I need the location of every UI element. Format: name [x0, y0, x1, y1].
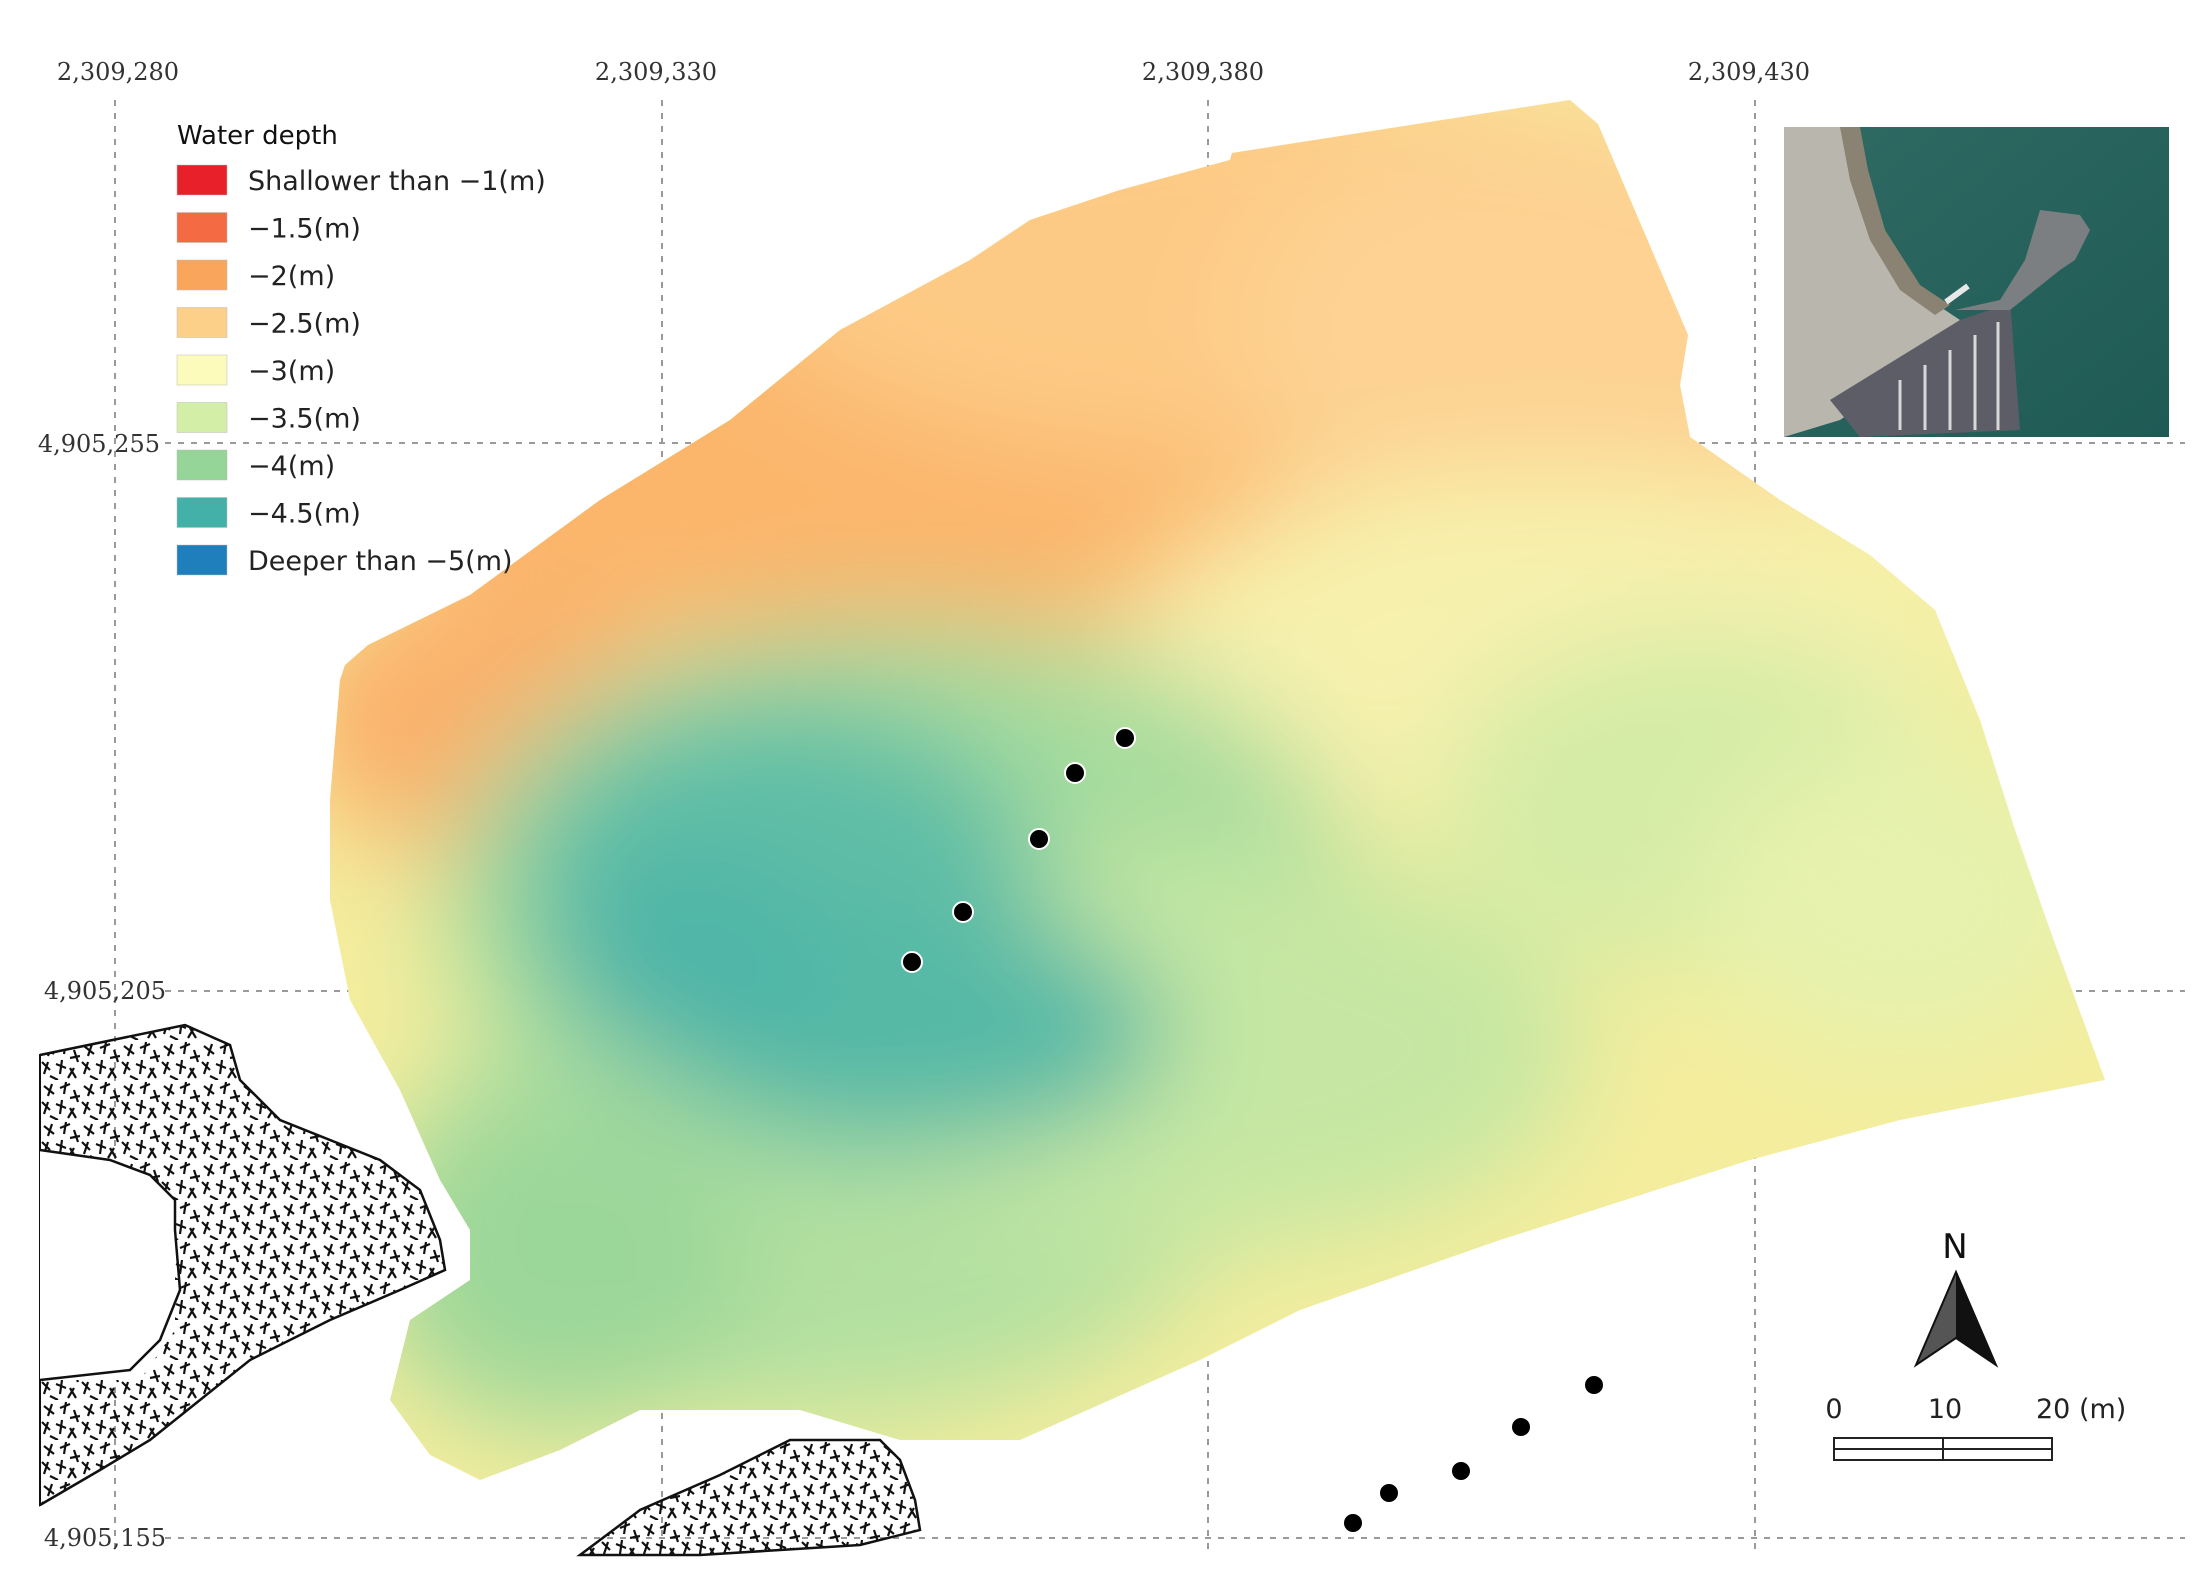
legend-label: −3.5(m)	[248, 404, 361, 435]
legend-label: −2.5(m)	[248, 309, 361, 340]
legend-label: Deeper than −5(m)	[248, 546, 513, 577]
sampling-point	[1510, 1416, 1532, 1438]
depth-legend: Water depth Shallower than −1(m) −1.5(m) −…	[176, 121, 546, 577]
north-label: N	[1942, 1227, 1967, 1267]
legend-item: −2.5(m)	[176, 307, 361, 340]
y-coord-label: 4,905,155	[44, 1524, 166, 1552]
y-coordinate-labels: 4,905,255 4,905,205 4,905,155	[38, 430, 166, 1552]
legend-item: −4.5(m)	[176, 497, 361, 530]
x-coord-label: 2,309,330	[595, 58, 717, 86]
bathymetry-surface	[330, 100, 2105, 1480]
scale-tick-label: 10	[1928, 1394, 1962, 1425]
legend-item: −2(m)	[176, 259, 335, 292]
sampling-point	[1064, 762, 1086, 784]
legend-swatch	[176, 212, 228, 243]
legend-label: −1.5(m)	[248, 214, 361, 245]
legend-item: Shallower than −1(m)	[176, 164, 546, 197]
legend-swatch	[176, 307, 228, 338]
sampling-point	[952, 901, 974, 923]
y-coord-label: 4,905,255	[38, 430, 160, 458]
legend-item: −3(m)	[176, 354, 335, 387]
sampling-point	[1378, 1482, 1400, 1504]
sampling-point	[901, 951, 923, 973]
sampling-point	[1450, 1460, 1472, 1482]
legend-swatch	[176, 354, 228, 386]
legend-label: −4.5(m)	[248, 499, 361, 530]
x-coord-label: 2,309,280	[57, 58, 179, 86]
breakwater-rubble	[39, 1023, 922, 1557]
scale-tick-label: 0	[1825, 1394, 1842, 1425]
sampling-points	[901, 727, 1605, 1534]
scale-tick-label: 20 (m)	[2036, 1394, 2126, 1425]
legend-label: Shallower than −1(m)	[248, 166, 546, 197]
x-coord-label: 2,309,430	[1688, 58, 1810, 86]
satellite-inset	[1784, 127, 2169, 437]
legend-swatch	[176, 544, 228, 576]
legend-title: Water depth	[177, 121, 338, 151]
legend-swatch	[176, 449, 228, 481]
legend-label: −2(m)	[248, 261, 335, 292]
legend-item: −4(m)	[176, 449, 335, 482]
sampling-point	[1583, 1374, 1605, 1396]
legend-swatch	[176, 164, 228, 196]
legend-item: −1.5(m)	[176, 212, 361, 245]
legend-label: −4(m)	[248, 451, 335, 482]
legend-item: −3.5(m)	[176, 402, 361, 435]
sampling-point	[1028, 828, 1050, 850]
legend-swatch	[176, 497, 228, 528]
x-coordinate-labels: 2,309,280 2,309,330 2,309,380 2,309,430	[57, 58, 1810, 86]
legend-label: −3(m)	[248, 356, 335, 387]
legend-item: Deeper than −5(m)	[176, 544, 513, 577]
legend-swatch	[176, 402, 228, 433]
x-coord-label: 2,309,380	[1142, 58, 1264, 86]
legend-swatch	[176, 259, 228, 291]
y-coord-label: 4,905,205	[44, 977, 166, 1005]
north-arrow: N	[1913, 1227, 1999, 1368]
sampling-point	[1114, 727, 1136, 749]
sampling-point	[1342, 1512, 1364, 1534]
scale-bar: 0 10 20 (m)	[1825, 1394, 2126, 1461]
